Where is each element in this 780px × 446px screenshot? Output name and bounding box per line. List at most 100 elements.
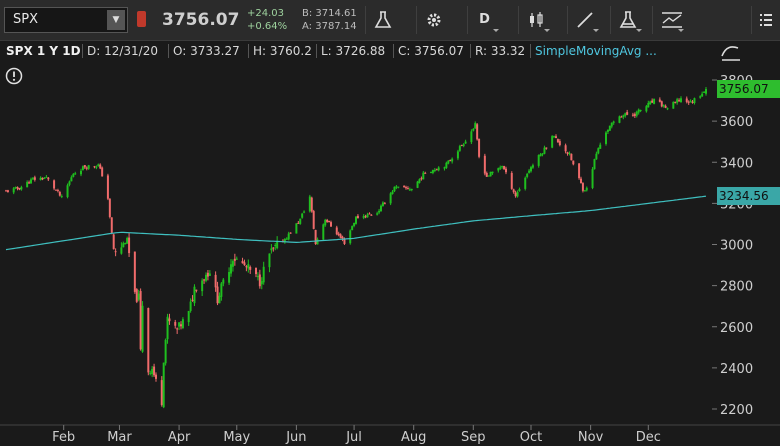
candle-body bbox=[553, 136, 556, 138]
candle-body bbox=[568, 152, 571, 154]
candle-body bbox=[685, 98, 688, 102]
candle-body bbox=[101, 167, 104, 177]
candle-body bbox=[335, 227, 338, 235]
menu-button[interactable] bbox=[751, 6, 780, 34]
y-axis: 220024002600280030003200340036003800 bbox=[0, 74, 780, 426]
studies-button[interactable] bbox=[610, 6, 644, 34]
gear-icon bbox=[427, 13, 441, 27]
bar-high: H: 3760.2 bbox=[253, 44, 312, 58]
candle-body bbox=[518, 189, 521, 192]
aggregation-caret-icon bbox=[493, 29, 499, 32]
x-tick-label: Nov bbox=[578, 430, 604, 445]
drawing-button[interactable] bbox=[567, 6, 601, 34]
candle-body bbox=[393, 186, 396, 192]
candle-body bbox=[531, 165, 534, 168]
candle-body bbox=[397, 186, 400, 188]
candle-body bbox=[337, 233, 340, 236]
candle-body bbox=[418, 179, 421, 183]
symbol-input[interactable]: SPX ▼ bbox=[4, 7, 128, 33]
candle-body bbox=[658, 99, 661, 102]
aggregation-button[interactable]: D bbox=[467, 6, 501, 34]
candle-body bbox=[489, 171, 492, 177]
candle-body bbox=[303, 211, 306, 213]
candle-body bbox=[299, 218, 302, 224]
candle-body bbox=[564, 145, 567, 152]
candle-body bbox=[249, 266, 252, 270]
candle-body bbox=[633, 114, 636, 117]
candle-body bbox=[176, 328, 179, 330]
candle-body bbox=[16, 186, 19, 189]
alert-flag-icon[interactable] bbox=[137, 11, 146, 27]
candle-body bbox=[524, 177, 527, 189]
study-label[interactable]: SimpleMovingAvg ... bbox=[535, 44, 657, 58]
x-tick-label: Sep bbox=[461, 430, 486, 445]
candle-body bbox=[308, 196, 311, 212]
candle-body bbox=[214, 274, 217, 288]
candle-body bbox=[43, 177, 46, 179]
candle-body bbox=[470, 131, 473, 143]
candle-body bbox=[233, 258, 236, 261]
candle-body bbox=[124, 243, 127, 245]
candle-body bbox=[126, 238, 129, 244]
candle-body bbox=[664, 105, 667, 108]
candle-body bbox=[408, 189, 411, 191]
beaker-button[interactable] bbox=[365, 6, 399, 34]
candle-body bbox=[501, 166, 504, 168]
candle-body bbox=[80, 170, 82, 175]
bar-date: D: 12/31/20 bbox=[87, 44, 158, 58]
candle-body bbox=[410, 188, 413, 190]
candle-body bbox=[610, 122, 613, 127]
candle-body bbox=[558, 141, 561, 146]
candle-body bbox=[530, 167, 532, 172]
candle-body bbox=[687, 101, 690, 103]
candle-body bbox=[537, 155, 540, 166]
candle-body bbox=[187, 310, 190, 323]
bid-ask-block: B: 3714.61 A: 3787.14 bbox=[302, 7, 357, 33]
symbol-dropdown-button[interactable]: ▼ bbox=[107, 10, 125, 30]
x-tick-label: Mar bbox=[107, 430, 132, 445]
candle-body bbox=[164, 339, 167, 364]
candle-body bbox=[168, 318, 171, 322]
candle-body bbox=[476, 124, 479, 140]
last-price-tag: 3756.07 bbox=[717, 80, 780, 99]
candle-body bbox=[218, 295, 221, 304]
candle-body bbox=[341, 236, 344, 240]
candle-body bbox=[120, 247, 123, 254]
candle-body bbox=[443, 167, 446, 169]
candle-body bbox=[314, 229, 317, 244]
candle-body bbox=[510, 172, 513, 189]
candle-body bbox=[30, 179, 32, 184]
candle-body bbox=[649, 101, 652, 105]
candle-body bbox=[691, 101, 694, 103]
candle-body bbox=[539, 154, 542, 157]
candle-body bbox=[114, 251, 117, 253]
candle-body bbox=[491, 171, 494, 174]
candle-body bbox=[570, 153, 573, 161]
exclamation-icon[interactable] bbox=[5, 67, 23, 85]
candle-body bbox=[147, 308, 150, 373]
candle-body bbox=[672, 101, 675, 109]
candle-body bbox=[381, 202, 384, 207]
candle-body bbox=[193, 286, 196, 304]
candle-body bbox=[276, 241, 279, 249]
bar-range: R: 33.32 bbox=[475, 44, 526, 58]
candle-body bbox=[512, 189, 515, 193]
candle-body bbox=[26, 182, 29, 188]
candle-body bbox=[180, 324, 182, 327]
candle-body bbox=[660, 101, 663, 107]
candle-body bbox=[541, 153, 544, 155]
candle-body bbox=[205, 274, 207, 281]
candle-body bbox=[647, 102, 650, 108]
candle-body bbox=[70, 177, 73, 182]
candle-body bbox=[87, 165, 90, 169]
chart-type-button[interactable] bbox=[518, 6, 552, 34]
add-study-icon[interactable] bbox=[720, 42, 742, 62]
settings-button[interactable] bbox=[416, 6, 450, 34]
chart-style-button[interactable] bbox=[652, 6, 686, 34]
candlestick-icon bbox=[530, 12, 543, 27]
candle-body bbox=[472, 128, 475, 131]
y-tick-label: 2800 bbox=[720, 280, 753, 295]
candle-body bbox=[6, 190, 9, 193]
candle-body bbox=[403, 185, 406, 187]
